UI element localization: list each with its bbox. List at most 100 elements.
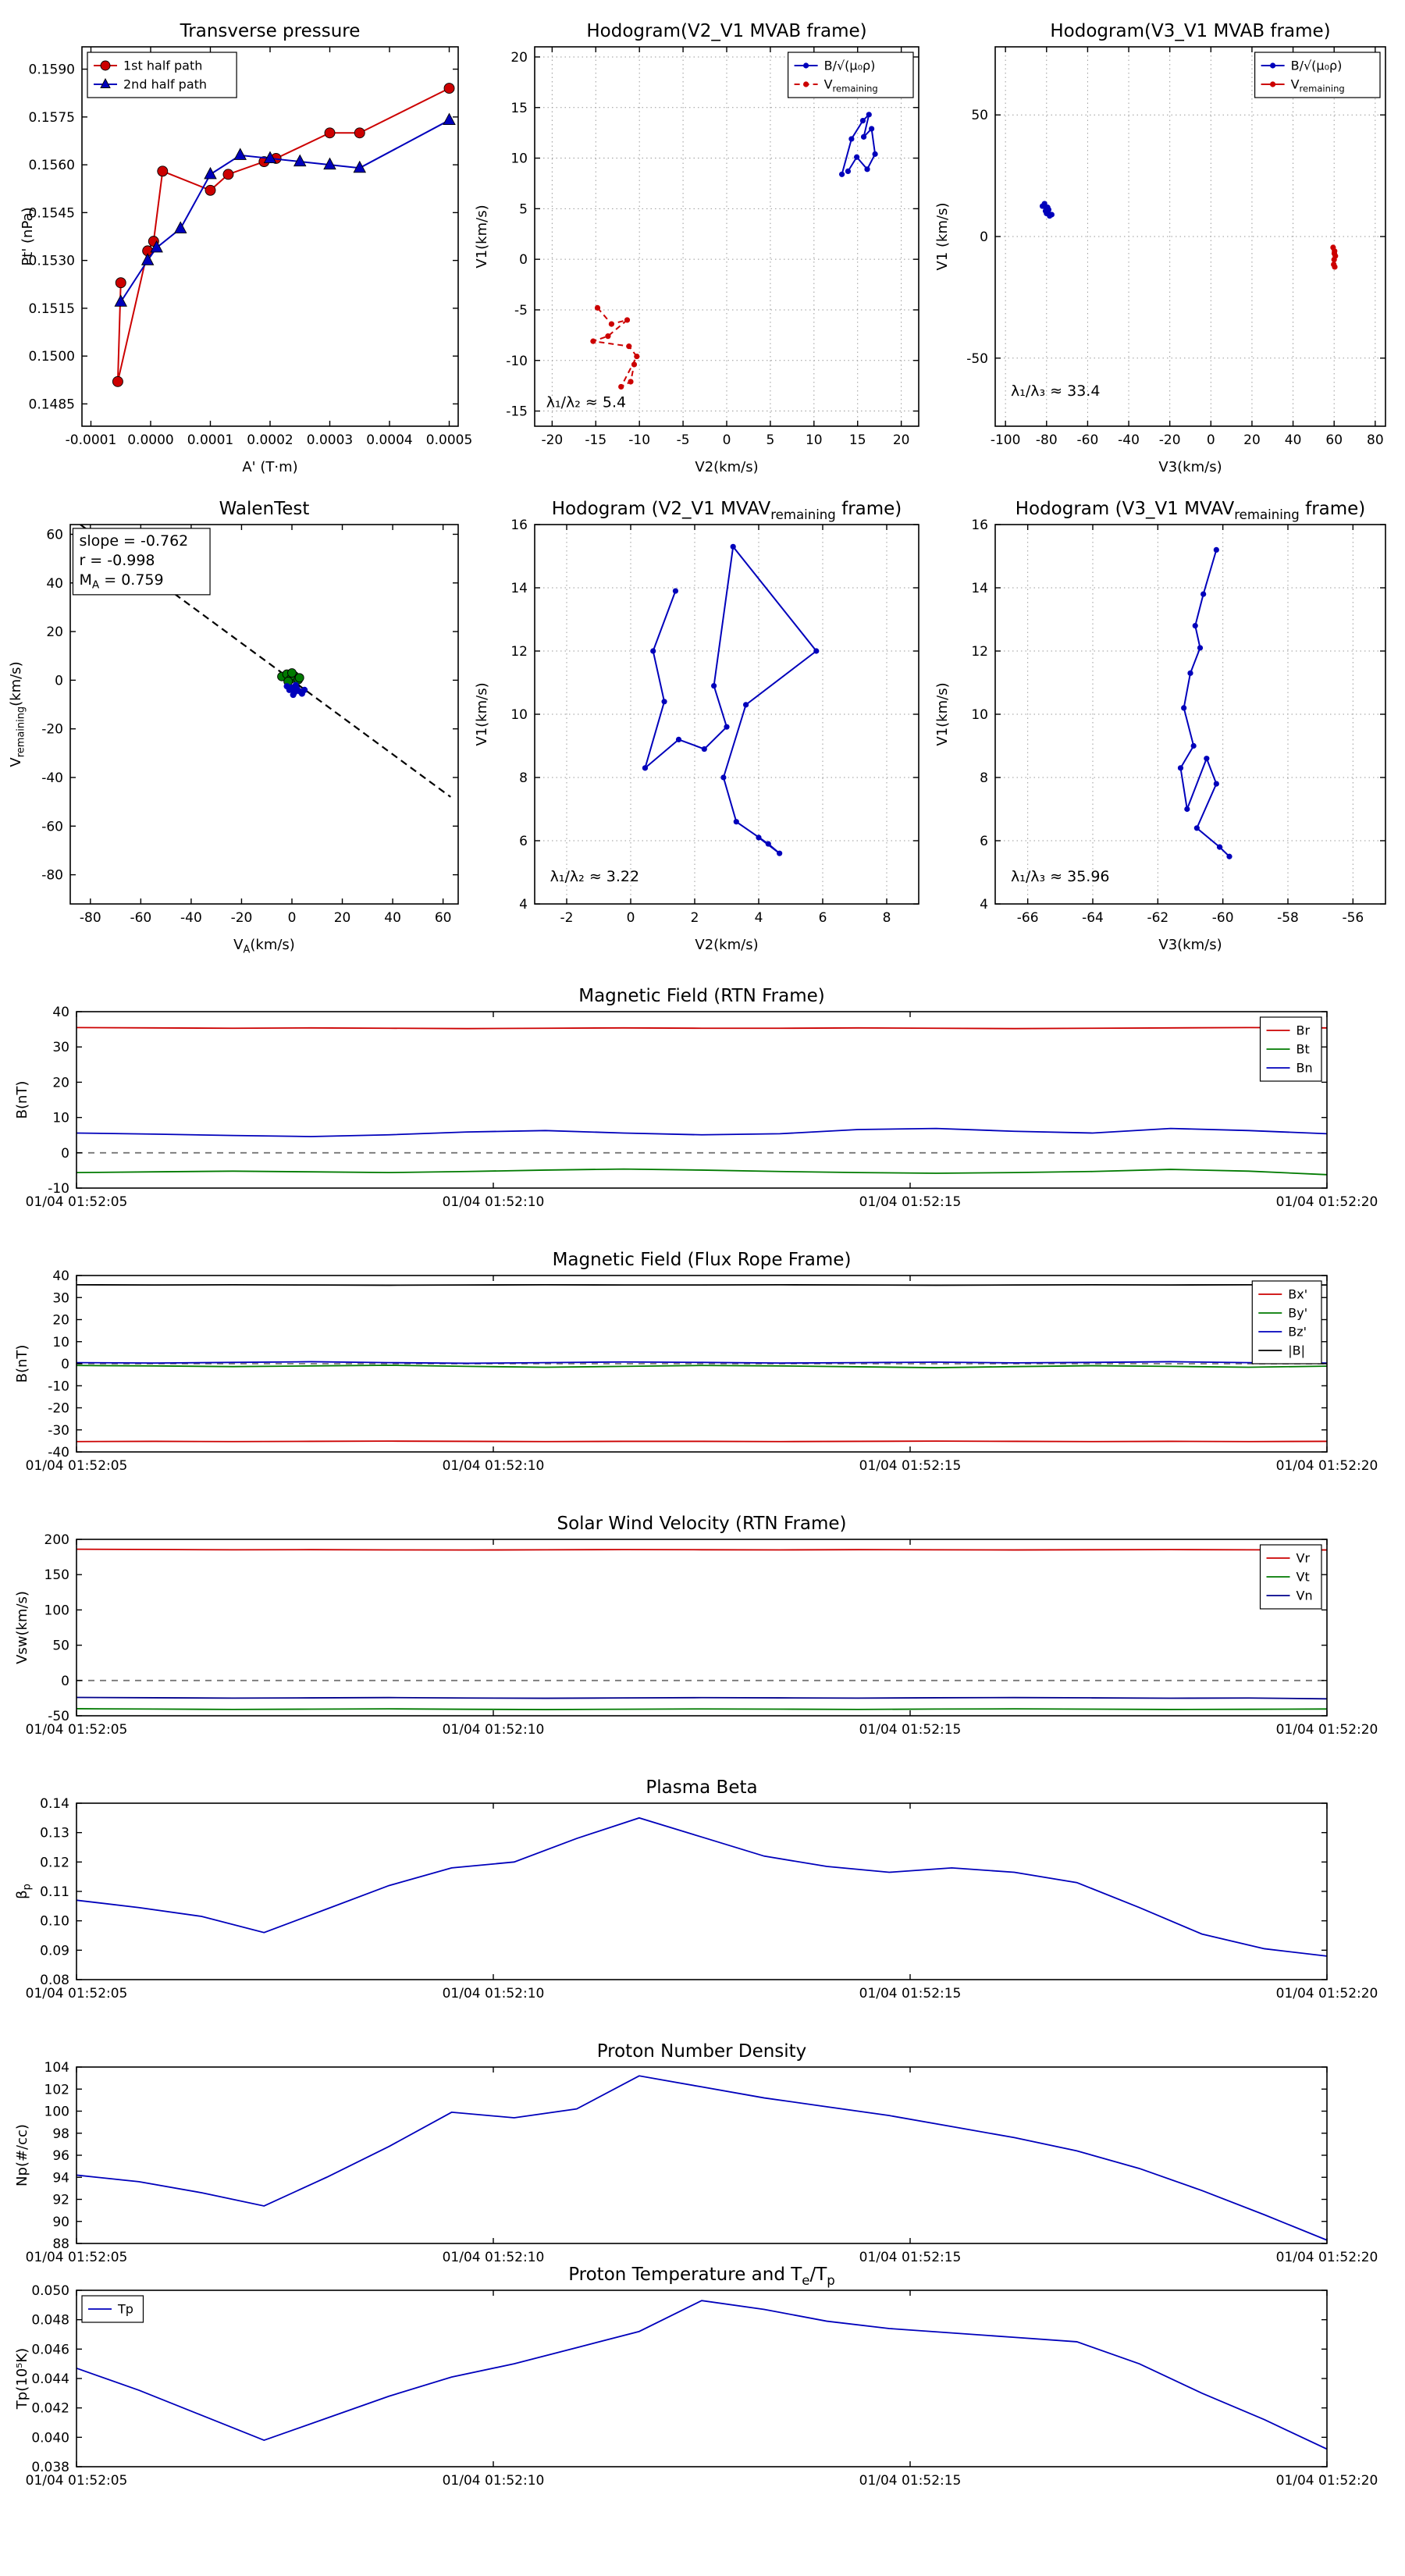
svg-text:-60: -60 [130, 910, 151, 926]
svg-text:0.14: 0.14 [40, 1796, 69, 1812]
svg-text:14: 14 [971, 581, 988, 596]
svg-text:Proton Temperature and Te/Tp: Proton Temperature and Te/Tp [568, 2265, 835, 2288]
svg-text:0.044: 0.044 [31, 2371, 69, 2387]
svg-text:0: 0 [55, 673, 63, 688]
svg-text:01/04 01:52:15: 01/04 01:52:15 [859, 1194, 962, 1210]
svg-text:10: 10 [52, 1335, 69, 1350]
svg-text:Vt: Vt [1297, 1570, 1310, 1585]
svg-text:B(nT): B(nT) [14, 1081, 30, 1119]
svg-text:20: 20 [1243, 432, 1261, 448]
svg-text:Bn: Bn [1297, 1061, 1313, 1076]
svg-text:-10: -10 [48, 1379, 69, 1394]
svg-text:0.0000: 0.0000 [127, 432, 173, 448]
svg-text:01/04 01:52:20: 01/04 01:52:20 [1276, 1986, 1378, 2001]
svg-text:01/04 01:52:05: 01/04 01:52:05 [26, 2250, 128, 2265]
svg-text:A' (T·m): A' (T·m) [242, 459, 297, 475]
svg-text:B/√(μ₀ρ): B/√(μ₀ρ) [1291, 59, 1343, 73]
svg-text:V1(km/s): V1(km/s) [474, 682, 490, 745]
svg-text:-2: -2 [560, 910, 574, 926]
chart-hodogram-v2v1-mvab: -20 -15 -10 -5 0 5 10 15 20 -15 -10 -5 0 5 10 15 20 Hodog… [472, 14, 933, 482]
svg-text:λ₁/λ₃ ≈ 33.4: λ₁/λ₃ ≈ 33.4 [1011, 382, 1100, 400]
svg-text:r = -0.998: r = -0.998 [79, 552, 155, 569]
svg-text:0: 0 [627, 910, 635, 926]
svg-text:10: 10 [52, 1111, 69, 1126]
chart-solar-wind-velocity: 01/04 01:52:05 01/04 01:52:10 01/04 01:52:… [8, 1513, 1397, 1747]
svg-text:slope = -0.762: slope = -0.762 [79, 532, 188, 550]
svg-text:0.08: 0.08 [40, 1973, 69, 1988]
svg-text:-100: -100 [991, 432, 1021, 448]
svg-text:0.13: 0.13 [40, 1826, 69, 1841]
svg-text:4: 4 [755, 910, 763, 926]
svg-text:-66: -66 [1017, 910, 1039, 926]
svg-text:-50: -50 [48, 1709, 69, 1724]
svg-text:Vremaining: Vremaining [824, 77, 878, 94]
svg-text:10: 10 [510, 707, 528, 723]
svg-text:01/04 01:52:05: 01/04 01:52:05 [26, 1722, 128, 1738]
svg-text:0.0004: 0.0004 [366, 432, 412, 448]
svg-text:0.1590: 0.1590 [29, 62, 75, 78]
svg-text:200: 200 [44, 1532, 69, 1548]
svg-text:V1(km/s): V1(km/s) [474, 205, 490, 268]
svg-text:-62: -62 [1147, 910, 1168, 926]
svg-text:40: 40 [384, 910, 401, 926]
svg-text:0.048: 0.048 [31, 2313, 69, 2329]
svg-text:0.11: 0.11 [40, 1884, 69, 1900]
svg-text:MA = 0.759: MA = 0.759 [79, 571, 163, 592]
svg-text:20: 20 [334, 910, 351, 926]
svg-text:λ₁/λ₂ ≈ 3.22: λ₁/λ₂ ≈ 3.22 [550, 868, 639, 885]
svg-text:8: 8 [883, 910, 891, 926]
svg-text:-50: -50 [966, 351, 988, 367]
svg-text:94: 94 [52, 2170, 69, 2186]
svg-text:Tp(10⁵K): Tp(10⁵K) [14, 2348, 30, 2410]
svg-text:-20: -20 [541, 432, 563, 448]
svg-text:01/04 01:52:05: 01/04 01:52:05 [26, 2473, 128, 2489]
svg-text:4: 4 [980, 897, 988, 913]
svg-text:Pt' (nPa): Pt' (nPa) [20, 207, 36, 265]
chart-magnetic-field-rtn: 01/04 01:52:05 01/04 01:52:10 01/04 01:52:… [8, 985, 1397, 1219]
svg-text:0.046: 0.046 [31, 2342, 69, 2357]
svg-text:-5: -5 [677, 432, 690, 448]
chart-proton-temperature: 01/04 01:52:05 01/04 01:52:10 01/04 01:52:… [8, 2264, 1397, 2498]
svg-text:01/04 01:52:20: 01/04 01:52:20 [1276, 2473, 1378, 2489]
svg-text:-20: -20 [41, 722, 63, 738]
svg-text:Vn: Vn [1297, 1589, 1313, 1603]
svg-text:1st half path: 1st half path [123, 59, 202, 73]
svg-text:Bx': Bx' [1288, 1287, 1307, 1302]
svg-text:102: 102 [44, 2082, 69, 2097]
svg-text:12: 12 [971, 644, 988, 660]
svg-text:01/04 01:52:15: 01/04 01:52:15 [859, 1458, 962, 1474]
svg-text:01/04 01:52:10: 01/04 01:52:10 [443, 1458, 545, 1474]
svg-text:30: 30 [52, 1040, 69, 1055]
svg-text:5: 5 [766, 432, 774, 448]
svg-text:0.1575: 0.1575 [29, 110, 75, 126]
svg-text:Hodogram (V2_V1 MVAVremaining: Hodogram (V2_V1 MVAVremaining frame) [552, 499, 902, 522]
svg-text:01/04 01:52:20: 01/04 01:52:20 [1276, 1722, 1378, 1738]
svg-text:-80: -80 [41, 868, 63, 884]
svg-text:0.1560: 0.1560 [29, 158, 75, 173]
svg-text:15: 15 [510, 101, 528, 116]
svg-text:-60: -60 [1212, 910, 1234, 926]
svg-text:6: 6 [519, 834, 528, 849]
chart-proton-number-density: 01/04 01:52:05 01/04 01:52:10 01/04 01:52:… [8, 2041, 1397, 2275]
svg-text:V2(km/s): V2(km/s) [695, 459, 758, 475]
svg-text:-40: -40 [1118, 432, 1140, 448]
svg-text:-56: -56 [1342, 910, 1364, 926]
svg-text:-5: -5 [514, 303, 528, 318]
svg-text:98: 98 [52, 2126, 69, 2142]
svg-text:Hodogram (V3_V1 MVAVremaining: Hodogram (V3_V1 MVAVremaining frame) [1016, 499, 1366, 522]
svg-text:01/04 01:52:15: 01/04 01:52:15 [859, 2473, 962, 2489]
svg-text:Transverse pressure: Transverse pressure [180, 21, 361, 41]
svg-text:50: 50 [52, 1638, 69, 1654]
svg-text:-10: -10 [628, 432, 650, 448]
svg-text:0.1530: 0.1530 [29, 254, 75, 269]
svg-text:96: 96 [52, 2148, 69, 2164]
svg-text:Bt: Bt [1297, 1042, 1310, 1057]
svg-text:Br: Br [1297, 1023, 1311, 1038]
svg-text:-80: -80 [1036, 432, 1058, 448]
svg-text:V1 (km/s): V1 (km/s) [934, 203, 951, 271]
svg-text:90: 90 [52, 2215, 69, 2230]
svg-text:Plasma Beta: Plasma Beta [646, 1777, 757, 1798]
svg-text:-40: -40 [48, 1445, 69, 1461]
svg-text:-40: -40 [180, 910, 202, 926]
chart-hodogram-v2v1-mvav: -2 0 2 4 6 8 4 6 8 10 12 14 16 Hodogram (V2_V1 MVAVre… [472, 492, 933, 960]
